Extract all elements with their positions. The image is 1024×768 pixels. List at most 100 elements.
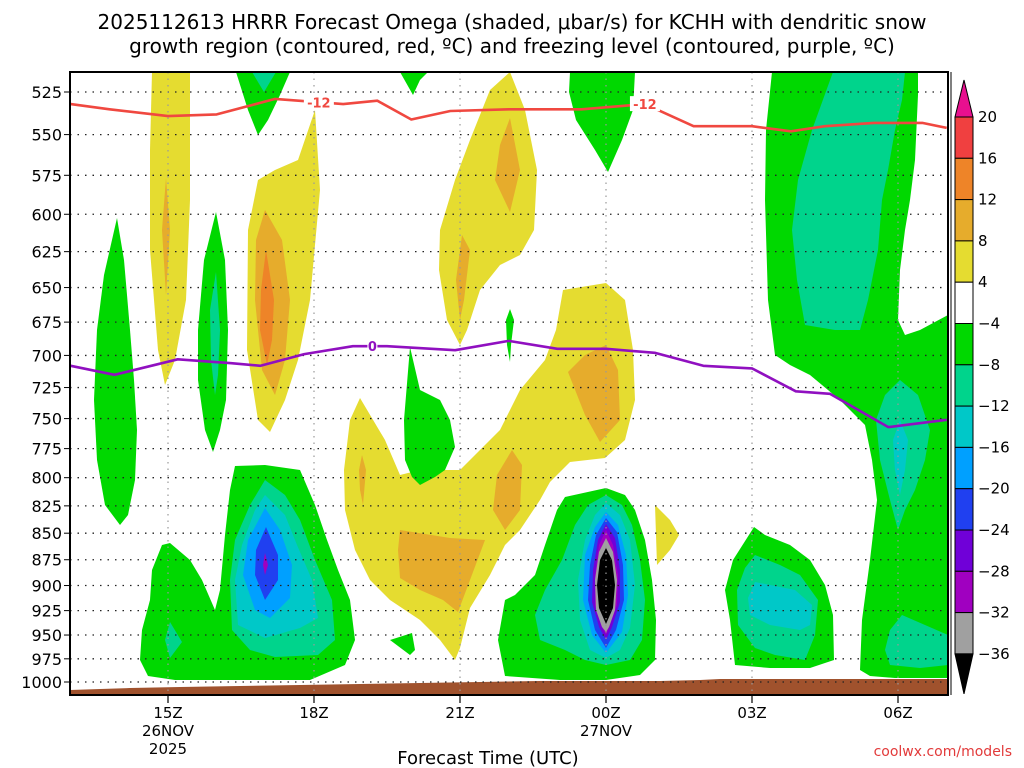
colorbar-swatch (954, 488, 974, 531)
omega-negative-region (569, 72, 635, 172)
colorbar-tick-label: −36 (978, 645, 1010, 663)
colorbar-tick-label: −20 (978, 480, 1010, 498)
colorbar-swatch (954, 199, 974, 242)
omega-negative-region (390, 633, 415, 655)
colorbar-tick-label: −32 (978, 604, 1010, 622)
x-tick-label: 18Z (299, 704, 328, 722)
colorbar-swatch (954, 323, 974, 366)
y-tick-label: 1000 (21, 673, 62, 692)
shaded-omega-field (70, 72, 948, 695)
colorbar-tick-label: −8 (978, 356, 1000, 374)
colorbar-legend: 20 16 12 8 4 −4 −8 −12 −16 −20 −24 −28 −32 −36 (950, 72, 1010, 695)
omega-negative-region (165, 622, 182, 658)
colorbar-swatch (954, 240, 974, 283)
x-axis-label: Forecast Time (UTC) (397, 748, 578, 768)
colorbar-tick-label: 8 (978, 232, 988, 250)
y-tick-label: 625 (31, 243, 62, 262)
omega-negative-region (252, 72, 276, 92)
y-axis: 525 550 575 600 625 650 675 700 725 750 775 800 825 8… (21, 83, 70, 692)
colorbar-extend-high (954, 79, 974, 118)
colorbar-swatch (954, 612, 974, 655)
colorbar-tick-label: −28 (978, 562, 1010, 580)
colorbar-extend-low (954, 653, 974, 695)
omega-negative-region (885, 615, 948, 668)
y-tick-label: 725 (31, 379, 62, 398)
colorbar-tick-label: 12 (978, 191, 997, 209)
colorbar-swatch (954, 157, 974, 201)
omega-positive-region (495, 118, 520, 212)
colorbar-swatch (954, 281, 974, 325)
omega-negative-region (236, 72, 290, 135)
y-tick-label: 700 (31, 346, 62, 365)
colorbar-tick-label: −24 (978, 521, 1010, 539)
x-tick-label: 15Z (153, 704, 182, 722)
y-tick-label: 600 (31, 205, 62, 224)
x-tick-label: 06Z (883, 704, 912, 722)
contour-label: -12 (633, 98, 657, 113)
y-tick-label: 775 (31, 440, 62, 459)
omega-negative-region (792, 72, 905, 330)
omega-positive-region (493, 450, 522, 530)
omega-positive-region (162, 178, 170, 295)
contour-label: 0 (368, 340, 377, 355)
contour-label: -12 (307, 96, 331, 111)
dendritic-growth-top-contour (70, 97, 947, 133)
colorbar-swatch (954, 446, 974, 490)
y-tick-label: 675 (31, 313, 62, 332)
freezing-level-contour (70, 339, 947, 429)
omega-positive-region (359, 455, 366, 505)
y-tick-label: 650 (31, 279, 62, 298)
chart-title-line-1: 2025112613 HRRR Forecast Omega (shaded, … (98, 10, 927, 34)
x-tick-date-label: 26NOV (142, 722, 195, 740)
omega-negative-region (404, 347, 455, 485)
x-tick-date-label: 27NOV (580, 722, 633, 740)
omega-positive-region (456, 235, 470, 320)
y-tick-label: 575 (31, 166, 62, 185)
y-tick-label: 850 (31, 524, 62, 543)
colorbar-tick-label: −16 (978, 438, 1010, 456)
x-tick-label: 00Z (591, 704, 620, 722)
omega-negative-region (210, 272, 220, 395)
y-tick-label: 950 (31, 626, 62, 645)
contour-label-background (629, 96, 660, 112)
colorbar-swatch (954, 529, 974, 572)
colorbar-tick-label: 4 (978, 273, 988, 291)
y-tick-label: 750 (31, 410, 62, 429)
omega-positive-region (260, 250, 274, 365)
y-tick-label: 550 (31, 126, 62, 145)
omega-positive-region (398, 530, 485, 612)
omega-negative-region (893, 420, 908, 495)
contour-label-background (367, 338, 378, 354)
terrain-below-ground (70, 679, 948, 695)
omega-negative-region (94, 218, 137, 525)
contour-label-background (303, 94, 334, 110)
omega-negative-region (506, 309, 514, 362)
omega-positive-region (655, 505, 679, 565)
y-tick-label: 975 (31, 650, 62, 669)
x-tick-label: 03Z (737, 704, 766, 722)
x-tick-year-label: 2025 (149, 740, 187, 758)
colorbar-tick-label: −12 (978, 397, 1010, 415)
x-tick-label: 21Z (445, 704, 474, 722)
omega-negative-region (748, 582, 812, 630)
colorbar-tick-label: −4 (978, 315, 1000, 333)
omega-negative-region (400, 72, 428, 95)
omega-positive-region (150, 72, 190, 385)
omega-positive-region (568, 345, 620, 442)
y-tick-label: 525 (31, 83, 62, 102)
omega-positive-region (439, 72, 537, 345)
contour-lines: -12 -12 0 (70, 94, 947, 429)
omega-negative-region (263, 553, 268, 575)
colorbar-swatch (954, 405, 974, 448)
credit-link[interactable]: coolwx.com/models (874, 744, 1012, 760)
colorbar-tick-label: 16 (978, 149, 997, 167)
y-tick-label: 925 (31, 602, 62, 621)
y-tick-label: 800 (31, 469, 62, 488)
y-tick-label: 825 (31, 497, 62, 516)
colorbar-swatch (954, 364, 974, 407)
colorbar-tick-label: 20 (978, 108, 997, 126)
y-tick-label: 900 (31, 577, 62, 596)
plot-frame (69, 71, 949, 696)
